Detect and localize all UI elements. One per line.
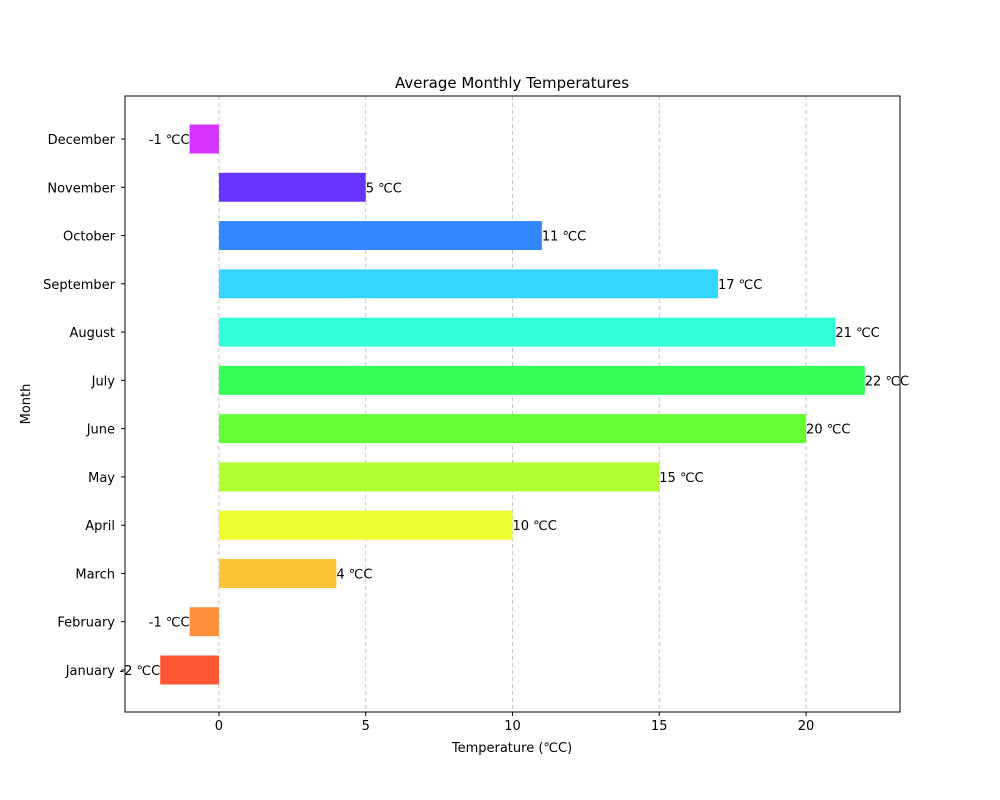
bar-april [218, 510, 513, 540]
data-label: 22 ℃C [865, 374, 909, 389]
x-tick-label: 5 [362, 719, 370, 734]
x-tick-label: 20 [798, 719, 815, 734]
x-tick-label: 15 [651, 719, 668, 734]
data-label: 4 ℃C [336, 567, 372, 582]
chart-title: Average Monthly Temperatures [395, 74, 629, 92]
bar-november [218, 172, 366, 202]
bar-august [218, 317, 836, 347]
data-label: -2 ℃C [119, 664, 160, 679]
bar-january [160, 655, 219, 685]
data-label: 11 ℃C [542, 230, 586, 245]
y-tick-label: December [48, 133, 116, 148]
data-label: 21 ℃C [835, 326, 879, 341]
bar-september [218, 269, 718, 299]
data-label: -1 ℃C [149, 133, 190, 148]
bar-july [218, 365, 865, 395]
y-tick-label: November [47, 181, 115, 196]
bars [160, 124, 865, 685]
bar-march [218, 558, 337, 588]
bar-december [189, 124, 219, 154]
data-label: 5 ℃C [366, 181, 402, 196]
x-tick-label: 0 [215, 719, 223, 734]
y-tick-label: May [88, 471, 115, 486]
y-tick-label: July [91, 374, 116, 389]
y-tick-label: June [86, 423, 115, 438]
data-label: 15 ℃C [659, 471, 703, 486]
y-tick-label: January [65, 664, 116, 679]
y-axis: January February March April May June July Augu… [43, 133, 125, 679]
bar-june [218, 414, 807, 444]
y-tick-label: September [43, 278, 116, 293]
y-tick-label: April [85, 519, 115, 534]
x-tick-label: 10 [504, 719, 521, 734]
y-tick-label: October [63, 230, 116, 245]
data-label: 10 ℃C [513, 519, 557, 534]
y-tick-label: February [57, 616, 115, 631]
bar-february [189, 607, 219, 637]
data-label: 20 ℃C [806, 423, 850, 438]
bar-may [218, 462, 660, 492]
x-axis-label: Temperature (℃C) [451, 741, 572, 756]
data-label: 17 ℃C [718, 278, 762, 293]
data-label: -1 ℃C [149, 616, 190, 631]
y-axis-label: Month [19, 384, 34, 425]
x-axis: 0 5 10 15 20 [215, 712, 815, 734]
y-tick-label: August [70, 326, 116, 341]
bar-october [218, 221, 542, 251]
data-labels: -2 ℃C -1 ℃C 4 ℃C 10 ℃C 15 ℃C 20 ℃C 22 ℃C 21 ℃C 1… [119, 133, 909, 679]
y-tick-label: March [75, 567, 115, 582]
